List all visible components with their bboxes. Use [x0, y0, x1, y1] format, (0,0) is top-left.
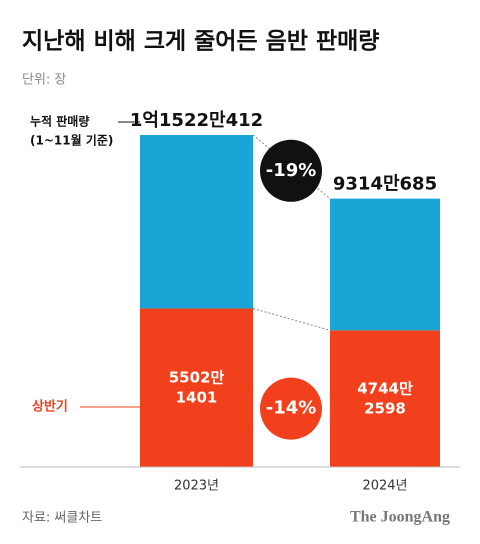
series-legend: 상반기: [32, 399, 68, 415]
bar-segment: [330, 330, 440, 467]
chart-title: 지난해 비해 크게 줄어든 음반 판매량: [22, 29, 379, 55]
total-label: 1억1522만412: [130, 110, 263, 131]
total-legend: 누적 판매량: [30, 114, 89, 129]
change-label: -14%: [266, 398, 317, 419]
total-label: 9314만685: [333, 174, 437, 195]
change-badge: [260, 377, 322, 440]
value-label: 5502만 1401: [169, 368, 225, 406]
change-badge: [260, 139, 322, 202]
x-tick-label: 2024년: [362, 479, 407, 494]
x-tick-label: 2023년: [174, 479, 219, 494]
connector: [252, 307, 331, 331]
bar-segment: [330, 198, 440, 331]
change-label: -19%: [266, 160, 317, 181]
value-label: 4744만 2598: [357, 379, 413, 417]
bar-segment: [140, 308, 253, 467]
total-legend: (1~11월 기준): [30, 133, 113, 148]
brand: The JoongAng: [350, 509, 450, 526]
source: 자료: 써클차트: [22, 511, 102, 526]
bar-segment: [140, 135, 253, 309]
chart-subtitle: 단위: 장: [22, 73, 66, 88]
